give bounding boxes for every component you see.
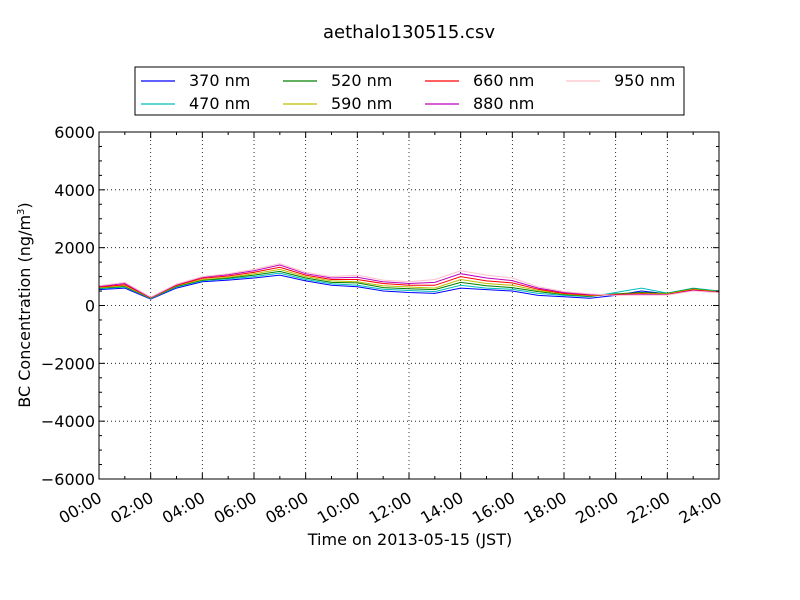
- x-axis-label: Time on 2013-05-15 (JST): [307, 530, 512, 549]
- y-axis-label-close: ): [15, 202, 34, 208]
- y-tick-label: 0: [85, 297, 95, 316]
- y-axis: 6000 4000 2000 0 −2000 −4000 −6000: [41, 123, 719, 489]
- legend-label: 880 nm: [473, 94, 534, 113]
- series-lines: [98, 263, 720, 300]
- series-line-520-nm: [98, 270, 720, 299]
- legend-label: 470 nm: [189, 94, 250, 113]
- chart-title: aethalo130515.csv: [323, 22, 495, 43]
- y-tick-label: 6000: [54, 123, 95, 142]
- y-tick-label: 2000: [54, 239, 95, 258]
- y-tick-label: −4000: [41, 412, 95, 431]
- legend-label: 370 nm: [189, 71, 250, 90]
- series-line-950-nm: [98, 263, 720, 298]
- y-axis-label-main: BC Concentration (ng/m: [15, 215, 34, 408]
- legend-label: 950 nm: [614, 71, 675, 90]
- y-tick-label: −6000: [41, 470, 95, 489]
- y-tick-label: −2000: [41, 354, 95, 373]
- legend-label: 590 nm: [331, 94, 392, 113]
- y-axis-label-superscript: 3: [16, 209, 27, 215]
- legend-items: 370 nm 470 nm 520 nm 590 nm 660 nm 880 nm 950 …: [141, 71, 675, 113]
- legend: 370 nm 470 nm 520 nm 590 nm 660 nm 880 nm 950 …: [134, 66, 685, 116]
- legend-label: 520 nm: [331, 71, 392, 90]
- grid: [99, 132, 719, 479]
- y-axis-label: BC Concentration (ng/m3): [15, 202, 34, 407]
- legend-label: 660 nm: [473, 71, 534, 90]
- legend-box: [134, 66, 685, 116]
- y-tick-label: 4000: [54, 181, 95, 200]
- series-line-660-nm: [98, 266, 720, 299]
